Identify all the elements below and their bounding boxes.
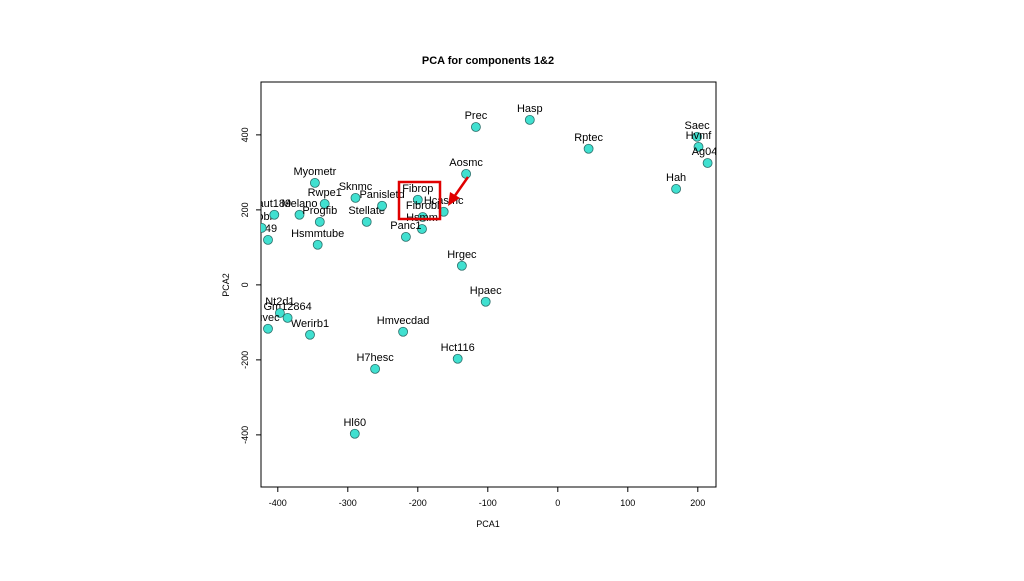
point	[319, 198, 330, 209]
point-label: Melano	[281, 198, 317, 210]
point-label: Ag044	[692, 146, 724, 158]
point-label: Hsmmtube	[291, 228, 344, 240]
point	[693, 141, 704, 152]
point-label: Werirb1	[291, 318, 329, 330]
x-tick-label: -400	[269, 498, 287, 508]
x-tick-label: -200	[409, 498, 427, 508]
point	[370, 363, 381, 374]
point	[245, 160, 254, 169]
point	[524, 114, 535, 125]
x-tick-label: -100	[479, 498, 497, 508]
x-tick-label: 0	[555, 498, 560, 508]
point	[480, 296, 491, 307]
point-label: Fibrobl	[406, 200, 440, 212]
y-tick-label: 0	[240, 282, 250, 287]
point-label: Stellate	[348, 205, 385, 217]
point-label: Prec	[465, 110, 488, 122]
point	[309, 177, 320, 188]
point	[671, 183, 681, 194]
point-label: Fibrop	[402, 183, 433, 195]
y-tick-label: -200	[240, 351, 250, 369]
y-tick-label: 400	[240, 127, 250, 142]
point	[350, 192, 361, 203]
point	[261, 222, 267, 233]
point-label: Panc1	[390, 220, 421, 232]
point-label: Hvmf	[686, 130, 713, 142]
point-label: e6e7	[238, 148, 262, 160]
point	[452, 353, 463, 364]
point	[349, 428, 360, 439]
point	[314, 216, 325, 227]
highlight-box	[397, 180, 442, 221]
point	[305, 329, 315, 340]
point-label: eobl	[251, 211, 272, 223]
point-label: H7hesc	[356, 352, 394, 364]
point	[263, 234, 273, 245]
point-label: Gm12864	[263, 301, 311, 313]
point-label: Myometr	[294, 166, 337, 178]
point-label: Panisletd	[359, 189, 404, 201]
point-label: Hmvecdad	[377, 315, 430, 327]
point-label: Hpaec	[470, 285, 502, 297]
point	[294, 209, 305, 220]
point	[269, 209, 280, 220]
point-label: Hah	[666, 172, 686, 184]
point-label: Progfib	[302, 205, 337, 217]
point	[417, 224, 427, 234]
point	[400, 231, 411, 242]
point	[312, 239, 323, 250]
chart-title: PCA for components 1&2	[422, 55, 554, 67]
point-label: aut189	[257, 198, 291, 210]
point	[461, 168, 472, 179]
y-tick-label: 200	[240, 202, 250, 217]
y-axis-label: PCA2	[221, 273, 231, 297]
point-label: uvec	[256, 312, 280, 324]
x-tick-label: 100	[620, 498, 635, 508]
point	[470, 122, 481, 132]
point	[702, 158, 713, 168]
point	[263, 323, 273, 334]
point	[456, 260, 467, 271]
arrow-head	[448, 192, 460, 206]
point	[361, 216, 372, 227]
point-label: Rwpe1	[308, 187, 342, 199]
arrow-shaft	[452, 176, 470, 198]
point-label: Nt2d1	[265, 296, 294, 308]
point-label: Hrgec	[447, 249, 477, 261]
point-label: Hct116	[441, 342, 475, 354]
point	[412, 194, 423, 205]
point	[377, 200, 388, 211]
point	[274, 308, 285, 318]
point-label: Sknmc	[339, 181, 373, 193]
point	[692, 131, 702, 142]
point	[398, 326, 409, 337]
point	[282, 312, 293, 323]
point	[583, 143, 594, 154]
point-label: Hasp	[517, 103, 543, 115]
point-label: Rptec	[574, 132, 603, 144]
y-tick-label: -400	[240, 426, 250, 444]
point-label: Saec	[685, 120, 711, 132]
x-tick-label: -300	[339, 498, 357, 508]
point-label: Hl60	[343, 417, 366, 429]
x-tick-label: 200	[690, 498, 705, 508]
point-label: Aosmc	[449, 157, 483, 169]
x-axis-label: PCA1	[476, 519, 500, 529]
